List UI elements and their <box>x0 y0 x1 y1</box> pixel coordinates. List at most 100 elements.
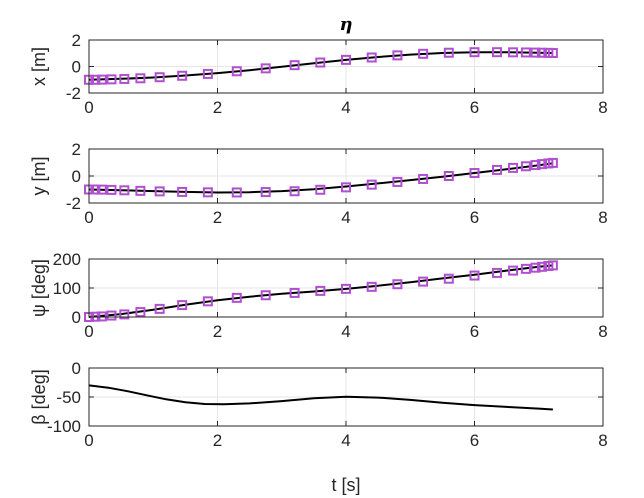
panel-2-actual-line <box>88 162 554 194</box>
panel-1-y-tick-label: -2 <box>66 84 81 103</box>
panel-2-reference-marker <box>90 184 101 195</box>
panel-2-y-axis-label: y [m] <box>29 157 49 196</box>
panel-4-x-tick-label: 0 <box>84 431 93 450</box>
panel-3-reference-marker <box>341 283 351 294</box>
panel-4-actual-line <box>88 384 553 411</box>
panel-3-y-tick-label: 200 <box>53 250 81 269</box>
panel-3-reference-marker <box>443 273 454 284</box>
panel-3-reference-marker <box>366 281 377 292</box>
panel-1-x-tick-label: 2 <box>213 98 222 117</box>
panel-4-y-tick-label: 0 <box>72 359 81 378</box>
panel-4-y-tick-label: -100 <box>47 417 81 436</box>
panel-3-reference-marker <box>96 311 107 322</box>
panel-4-y-tick-label: -50 <box>56 388 81 407</box>
panel-1-reference-marker <box>491 47 502 58</box>
panel-2-x-tick-label: 6 <box>470 208 479 227</box>
panel-2-reference-marker <box>154 186 165 197</box>
panel-1-reference-marker <box>315 57 326 68</box>
panel-3-x-tick-label: 2 <box>213 322 222 341</box>
panel-2-reference-marker <box>392 176 403 187</box>
panel-3-x-tick-label: 0 <box>84 322 93 341</box>
panel-2-reference-marker <box>96 184 107 195</box>
panel-4-x-tick-label: 8 <box>598 431 607 450</box>
panel-3-reference-marker <box>154 303 165 314</box>
panel-2-reference-marker <box>418 173 429 184</box>
panel-2-reference-marker <box>341 182 351 193</box>
panel-3-reference-marker <box>508 265 519 276</box>
panel-1-x-tick-label: 4 <box>341 98 350 117</box>
panel-2-reference-marker <box>530 160 541 171</box>
panel-1-reference-marker <box>392 50 403 61</box>
panel-3-reference-marker <box>469 270 480 281</box>
panel-3-reference-marker <box>231 292 242 303</box>
panel-1-reference-marker <box>443 47 454 58</box>
panel-3-x-tick-label: 8 <box>598 322 607 341</box>
panel-1-reference-marker <box>231 66 242 77</box>
panel-1-reference-marker <box>96 74 107 85</box>
panel-1-x-tick-label: 0 <box>84 98 93 117</box>
panel-3-y-tick-label: 0 <box>72 308 81 327</box>
panel-3-reference-marker <box>315 285 326 296</box>
panel-3-reference-marker <box>260 290 271 301</box>
panel-1-reference-marker <box>260 63 271 74</box>
panel-2-reference-marker <box>491 164 502 175</box>
panel-1-reference-marker <box>366 52 377 63</box>
panel-4-x-tick-label: 4 <box>341 431 350 450</box>
panel-3-y-tick-label: 100 <box>53 279 81 298</box>
panel-2-reference-marker <box>547 157 558 168</box>
panel-4-y-axis-label: β [deg] <box>29 369 49 424</box>
panel-2-reference-marker <box>260 187 271 198</box>
panel-3-reference-marker <box>520 263 531 274</box>
panel-4-x-tick-label: 6 <box>470 431 479 450</box>
panel-2-reference-marker <box>289 186 300 197</box>
panel-2-x-tick-label: 2 <box>213 208 222 227</box>
panel-1-reference-marker <box>508 47 519 58</box>
panel-1-actual-line <box>88 51 553 81</box>
panel-1-reference-marker <box>154 72 165 83</box>
x-axis-label: t [s] <box>331 475 360 495</box>
panel-3-reference-marker <box>418 276 429 287</box>
panel-1-reference-marker <box>547 47 558 58</box>
panel-1-reference-marker <box>530 47 541 58</box>
panel-3-reference-marker <box>119 309 130 320</box>
panel-3-reference-marker <box>177 300 188 311</box>
panel-3-reference-marker <box>106 310 117 321</box>
panel-1-reference-marker <box>106 74 117 85</box>
panel-1-reference-marker <box>119 73 130 84</box>
panel-2-y-tick-label: 0 <box>72 167 81 186</box>
panel-1-reference-marker <box>177 70 188 81</box>
panel-3-reference-marker <box>536 261 547 272</box>
panel-3-reference-marker <box>392 279 403 290</box>
figure-title: η <box>339 14 352 35</box>
panel-2-reference-marker <box>177 186 188 197</box>
panel-3-reference-marker <box>547 260 558 271</box>
panel-1-y-axis-label: x [m] <box>29 47 49 86</box>
panel-2-reference-marker <box>231 187 242 198</box>
panel-1-reference-marker <box>90 74 101 85</box>
panel-2-reference-marker <box>366 179 377 190</box>
panel-1-x-tick-label: 8 <box>598 98 607 117</box>
panel-2-reference-marker <box>520 161 531 172</box>
panel-2-y-tick-label: 2 <box>72 140 81 159</box>
panel-1-reference-marker <box>135 73 146 84</box>
panel-2-reference-marker <box>315 184 326 195</box>
panel-4-x-tick-label: 2 <box>213 431 222 450</box>
panel-2-reference-marker <box>119 185 130 196</box>
panel-3-actual-line <box>88 264 553 318</box>
panel-3-reference-marker <box>491 267 502 278</box>
panel-3-x-tick-label: 4 <box>341 322 350 341</box>
panel-3-reference-marker <box>202 296 213 307</box>
panel-2-x-tick-label: 8 <box>598 208 607 227</box>
panel-2-reference-marker <box>443 171 454 181</box>
panel-1-reference-marker <box>469 47 480 58</box>
panel-2-reference-marker <box>508 162 519 173</box>
panel-1-reference-marker <box>341 54 351 65</box>
panel-2-reference-marker <box>202 187 213 198</box>
panel-2-reference-marker <box>469 168 480 179</box>
panel-2-x-tick-label: 4 <box>341 208 350 227</box>
panel-3-y-axis-label: ψ [deg] <box>29 259 49 317</box>
panel-3-reference-marker <box>135 307 146 318</box>
panel-2-y-tick-label: -2 <box>66 194 81 213</box>
panel-1-reference-marker <box>289 60 300 71</box>
